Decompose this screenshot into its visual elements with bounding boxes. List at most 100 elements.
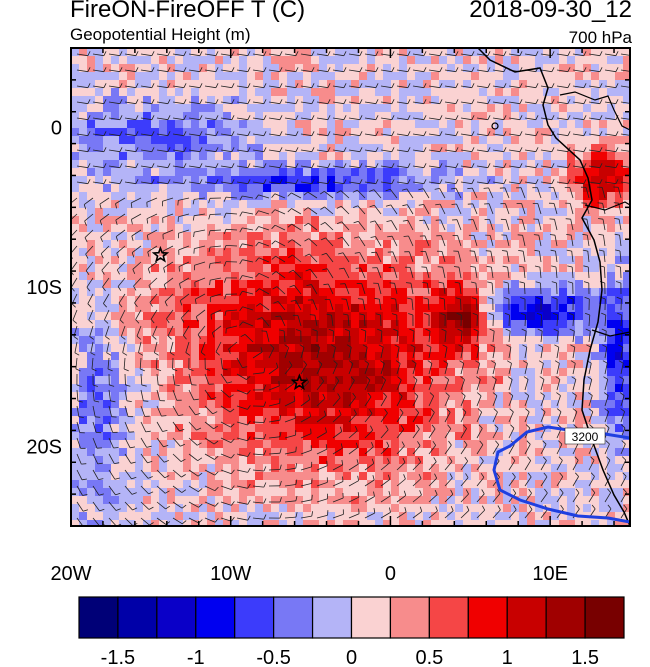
- wind-barb: [223, 245, 238, 251]
- wind-barb: [588, 99, 603, 105]
- wind-barb: [240, 334, 254, 343]
- wind-barb: [306, 284, 318, 295]
- wind-barb: [108, 389, 116, 403]
- wind-barb: [588, 51, 603, 57]
- wind-barb: [115, 229, 126, 242]
- wind-barb: [619, 376, 625, 391]
- wind-barb: [76, 147, 91, 153]
- wind-barb: [179, 277, 190, 289]
- wind-barb: [476, 67, 491, 73]
- wind-barb: [460, 147, 475, 153]
- wind-barb: [364, 491, 375, 503]
- wind-barb: [204, 357, 211, 371]
- wind-barb: [288, 254, 302, 263]
- wind-barb: [252, 367, 266, 375]
- wind-barb: [428, 489, 438, 503]
- wind-barb: [508, 51, 523, 57]
- wind-barb: [364, 179, 379, 185]
- wind-barb: [188, 99, 203, 105]
- wind-barb: [517, 218, 526, 231]
- wind-barb: [140, 421, 151, 433]
- wind-barb: [492, 51, 507, 57]
- wind-barb: [534, 249, 542, 263]
- wind-barb: [556, 456, 563, 471]
- wind-barb: [162, 229, 174, 240]
- wind-barb: [167, 325, 174, 340]
- wind-barb: [408, 313, 414, 327]
- wind-barb: [255, 226, 270, 231]
- wind-barb: [309, 314, 318, 327]
- wind-barb: [406, 297, 414, 311]
- wind-barb: [521, 328, 527, 343]
- wind-barb: [172, 147, 187, 153]
- wind-barb: [268, 480, 282, 487]
- wind-barb: [85, 261, 94, 276]
- wind-barb: [418, 204, 430, 215]
- wind-barb: [572, 488, 580, 503]
- wind-barb: [402, 204, 414, 215]
- wind-barb: [188, 131, 203, 137]
- wind-barb: [572, 163, 587, 169]
- wind-barb: [444, 163, 459, 169]
- wind-barb: [572, 392, 577, 407]
- wind-barb: [458, 344, 464, 359]
- wind-barb: [92, 83, 107, 89]
- wind-barb: [364, 376, 371, 391]
- wind-barb: [396, 457, 406, 471]
- wind-barb: [469, 250, 478, 263]
- wind-barb: [540, 83, 555, 89]
- level-label: 700 hPa: [568, 28, 632, 47]
- x-tick-label: 10E: [532, 563, 568, 585]
- wind-barb: [396, 392, 403, 407]
- wind-barb: [572, 83, 587, 89]
- wind-barb: [354, 252, 366, 263]
- wind-barb: [239, 243, 254, 249]
- wind-barb: [124, 485, 137, 495]
- wind-barb: [284, 361, 293, 375]
- wind-barb: [519, 281, 526, 295]
- wind-barb: [75, 357, 81, 372]
- wind-barb: [489, 328, 495, 343]
- wind-barb: [124, 131, 139, 137]
- wind-barb: [124, 115, 139, 121]
- wind-barb: [300, 83, 315, 89]
- wind-barb: [424, 313, 430, 327]
- wind-barb: [268, 99, 283, 105]
- wind-barb: [204, 389, 217, 400]
- wind-barb: [419, 235, 430, 247]
- africa-coastline: [477, 48, 630, 526]
- wind-barb: [556, 179, 571, 185]
- wind-barb: [460, 408, 467, 423]
- wind-barb: [428, 424, 436, 439]
- wind-barb: [428, 67, 443, 73]
- wind-barb: [524, 408, 530, 423]
- wind-barb: [140, 83, 155, 89]
- wind-barb: [85, 245, 94, 259]
- wind-barb: [336, 221, 350, 231]
- wind-barb: [524, 51, 539, 57]
- wind-barb: [620, 181, 630, 184]
- wind-barb: [453, 250, 462, 263]
- wind-barb: [422, 282, 430, 295]
- wind-barb: [108, 147, 123, 153]
- wind-barb: [328, 328, 334, 343]
- wind-barb: [518, 265, 526, 279]
- wind-barb: [506, 344, 512, 359]
- colorbar-swatch: [584, 596, 625, 639]
- wind-barb: [182, 325, 190, 340]
- wind-barb: [442, 344, 448, 359]
- wind-barb: [181, 309, 190, 323]
- wind-barb: [252, 179, 267, 185]
- wind-barb: [459, 360, 465, 375]
- wind-barb: [620, 53, 630, 56]
- wind-barb: [508, 392, 514, 407]
- wind-barb: [348, 147, 363, 153]
- wind-barb: [486, 265, 494, 279]
- wind-barb: [204, 421, 219, 430]
- wind-barb: [451, 219, 462, 231]
- wind-barb: [320, 222, 334, 231]
- wind-barb: [162, 213, 174, 223]
- wind-barb: [300, 461, 313, 471]
- wind-barb: [553, 328, 559, 343]
- wind-barb: [148, 277, 158, 291]
